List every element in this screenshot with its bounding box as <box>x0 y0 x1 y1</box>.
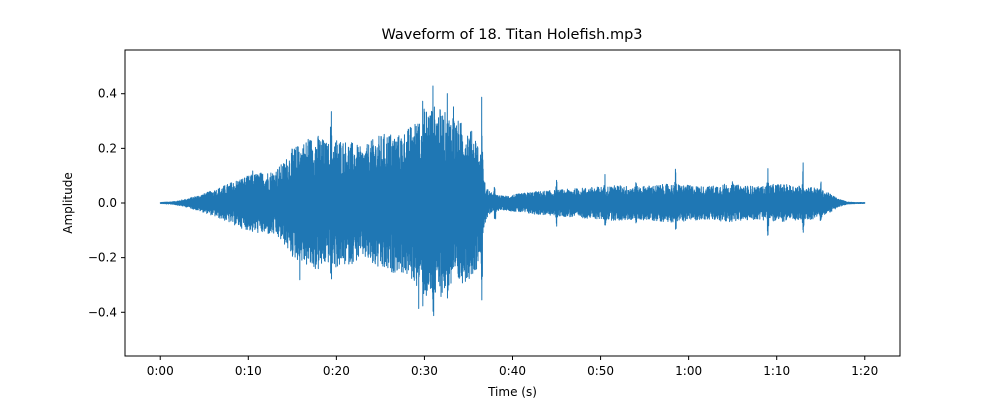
x-tick-label: 0:20 <box>323 364 350 378</box>
y-tick-label: 0.4 <box>98 87 117 101</box>
x-axis-label: Time (s) <box>487 385 537 399</box>
x-tick-label: 0:10 <box>235 364 262 378</box>
y-tick-label: −0.2 <box>88 251 117 265</box>
x-axis: 0:00 0:10 0:20 0:30 0:40 0:50 1:00 1:10 1:20 <box>147 356 878 378</box>
y-axis-label: Amplitude <box>61 172 75 234</box>
y-axis: −0.4 −0.2 0.0 0.2 0.4 <box>88 87 125 319</box>
x-tick-label: 1:10 <box>763 364 790 378</box>
plot-area <box>159 85 866 317</box>
x-tick-label: 0:00 <box>147 364 174 378</box>
waveform-series-line <box>159 85 866 317</box>
x-tick-label: 0:30 <box>411 364 438 378</box>
x-tick-label: 0:40 <box>499 364 526 378</box>
x-tick-label: 1:00 <box>675 364 702 378</box>
y-tick-label: 0.0 <box>98 196 117 210</box>
y-tick-label: 0.2 <box>98 141 117 155</box>
chart-title: Waveform of 18. Titan Holefish.mp3 <box>381 27 642 43</box>
y-tick-label: −0.4 <box>88 305 117 319</box>
x-tick-label: 0:50 <box>587 364 614 378</box>
x-tick-label: 1:20 <box>851 364 878 378</box>
